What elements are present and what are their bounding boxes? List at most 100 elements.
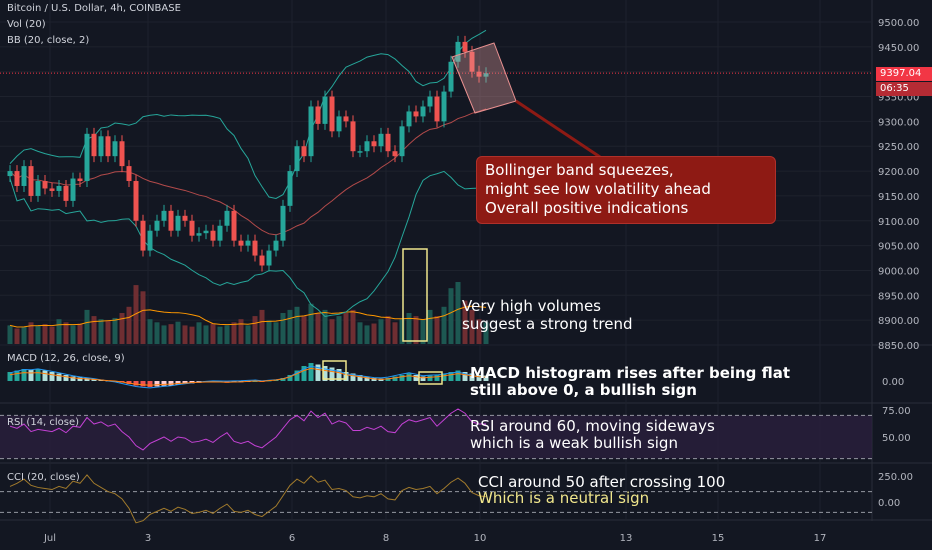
volume-bar xyxy=(259,309,265,344)
candle-body xyxy=(399,126,405,157)
candle-body xyxy=(35,181,41,196)
candle-body xyxy=(175,215,181,231)
macd-histogram-bar xyxy=(413,375,419,381)
volume-bar xyxy=(308,303,314,344)
volume-bar xyxy=(154,322,160,344)
price-tick-label: 9350.00 xyxy=(878,93,919,104)
macd-histogram-bar xyxy=(168,381,174,386)
volume-bar xyxy=(245,325,251,344)
cci-label: CCI (20, close) xyxy=(7,472,80,483)
candle-body xyxy=(301,146,307,157)
macd-histogram-bar xyxy=(399,375,405,381)
macd-histogram-bar xyxy=(63,375,69,381)
macd-histogram-bar xyxy=(77,377,83,381)
candle-body xyxy=(462,41,468,52)
macd-histogram-bar xyxy=(385,378,391,381)
volume-bar xyxy=(357,322,363,344)
candle-body xyxy=(42,181,48,189)
price-tick-label: 9300.00 xyxy=(878,117,919,128)
bollinger-line-3: Overall positive indications xyxy=(485,199,689,217)
volume-bar xyxy=(427,309,433,344)
candle-body xyxy=(203,230,209,234)
macd-histogram-bar xyxy=(301,366,307,381)
volume-bar xyxy=(35,325,41,344)
macd-histogram-bar xyxy=(357,375,363,381)
rsi-tick-label: 50.00 xyxy=(882,433,911,444)
macd-histogram-bar xyxy=(84,378,90,381)
price-tick-label: 9100.00 xyxy=(878,217,919,228)
volume-bar xyxy=(196,322,202,344)
macd-histogram-bar xyxy=(7,372,13,381)
countdown-tag: 06:35 xyxy=(876,82,932,96)
rsi-tick-label: 75.00 xyxy=(882,406,911,417)
candle-body xyxy=(427,96,433,107)
candle-body xyxy=(455,41,461,62)
candle-body xyxy=(357,151,363,153)
candle-body xyxy=(413,111,419,117)
price-pane xyxy=(0,29,872,344)
volume-bar xyxy=(112,317,118,344)
macd-note-2: still above 0, a bullish sign xyxy=(470,381,697,399)
candle-body xyxy=(245,240,251,246)
candle-body xyxy=(476,71,482,77)
macd-histogram-bar xyxy=(392,376,398,381)
candle-body xyxy=(161,210,167,221)
volume-bar xyxy=(21,326,27,344)
candle-body xyxy=(392,151,398,157)
volume-bar xyxy=(175,321,181,344)
volume-bar xyxy=(378,319,384,344)
bb-basis xyxy=(9,108,487,236)
candle-body xyxy=(385,133,391,152)
price-tick-label: 9500.00 xyxy=(878,18,919,29)
candle-body xyxy=(343,116,349,122)
candle-body xyxy=(315,106,321,124)
cci-line xyxy=(9,474,487,524)
candle-body xyxy=(266,250,272,266)
volume-bar xyxy=(329,319,335,344)
time-tick-label: 8 xyxy=(383,533,389,544)
macd-histogram-bar xyxy=(28,369,34,381)
volume-bar xyxy=(336,316,342,344)
rsi-label: RSI (14, close) xyxy=(7,417,80,428)
volume-bar xyxy=(455,282,461,344)
macd-histogram-bar xyxy=(280,378,286,381)
candle-body xyxy=(329,96,335,132)
candle-body xyxy=(483,73,489,77)
candle-body xyxy=(98,136,104,157)
candle-body xyxy=(14,171,20,186)
grid xyxy=(0,0,932,521)
candle-body xyxy=(336,116,342,132)
rsi-pane xyxy=(0,408,872,460)
volume-bar xyxy=(350,309,356,344)
candle-body xyxy=(322,96,328,124)
volume-bar xyxy=(42,324,48,344)
candle-body xyxy=(280,205,286,241)
volume-bar xyxy=(49,326,55,344)
volume-bar xyxy=(77,323,83,344)
candle-body xyxy=(371,141,377,147)
bollinger-callout: Bollinger band squeezes, might see low v… xyxy=(476,156,776,224)
volume-bar xyxy=(238,319,244,344)
volume-bar xyxy=(392,322,398,344)
macd-histogram-bar xyxy=(364,376,370,381)
macd-histogram-bar xyxy=(70,376,76,381)
macd-histogram-bar xyxy=(483,375,489,381)
candle-body xyxy=(105,136,111,157)
bb-lower xyxy=(9,170,487,317)
candle-body xyxy=(224,210,230,226)
volume-bar xyxy=(385,316,391,344)
volume-bar xyxy=(280,313,286,344)
vol-label: Vol (20) xyxy=(7,19,46,30)
candle-body xyxy=(119,141,125,167)
volume-bar xyxy=(483,322,489,344)
rsi-line xyxy=(9,408,486,451)
bollinger-line-2: might see low volatility ahead xyxy=(485,180,711,198)
macd-histogram-bar xyxy=(56,373,62,381)
candle-body xyxy=(259,255,265,266)
macd-histogram-bar xyxy=(434,375,440,381)
cci-tick-label: 250.00 xyxy=(878,472,913,483)
candle-body xyxy=(21,166,27,186)
price-tick-label: 9450.00 xyxy=(878,43,919,54)
volume-bar xyxy=(413,316,419,344)
macd-histogram-bar xyxy=(455,370,461,381)
